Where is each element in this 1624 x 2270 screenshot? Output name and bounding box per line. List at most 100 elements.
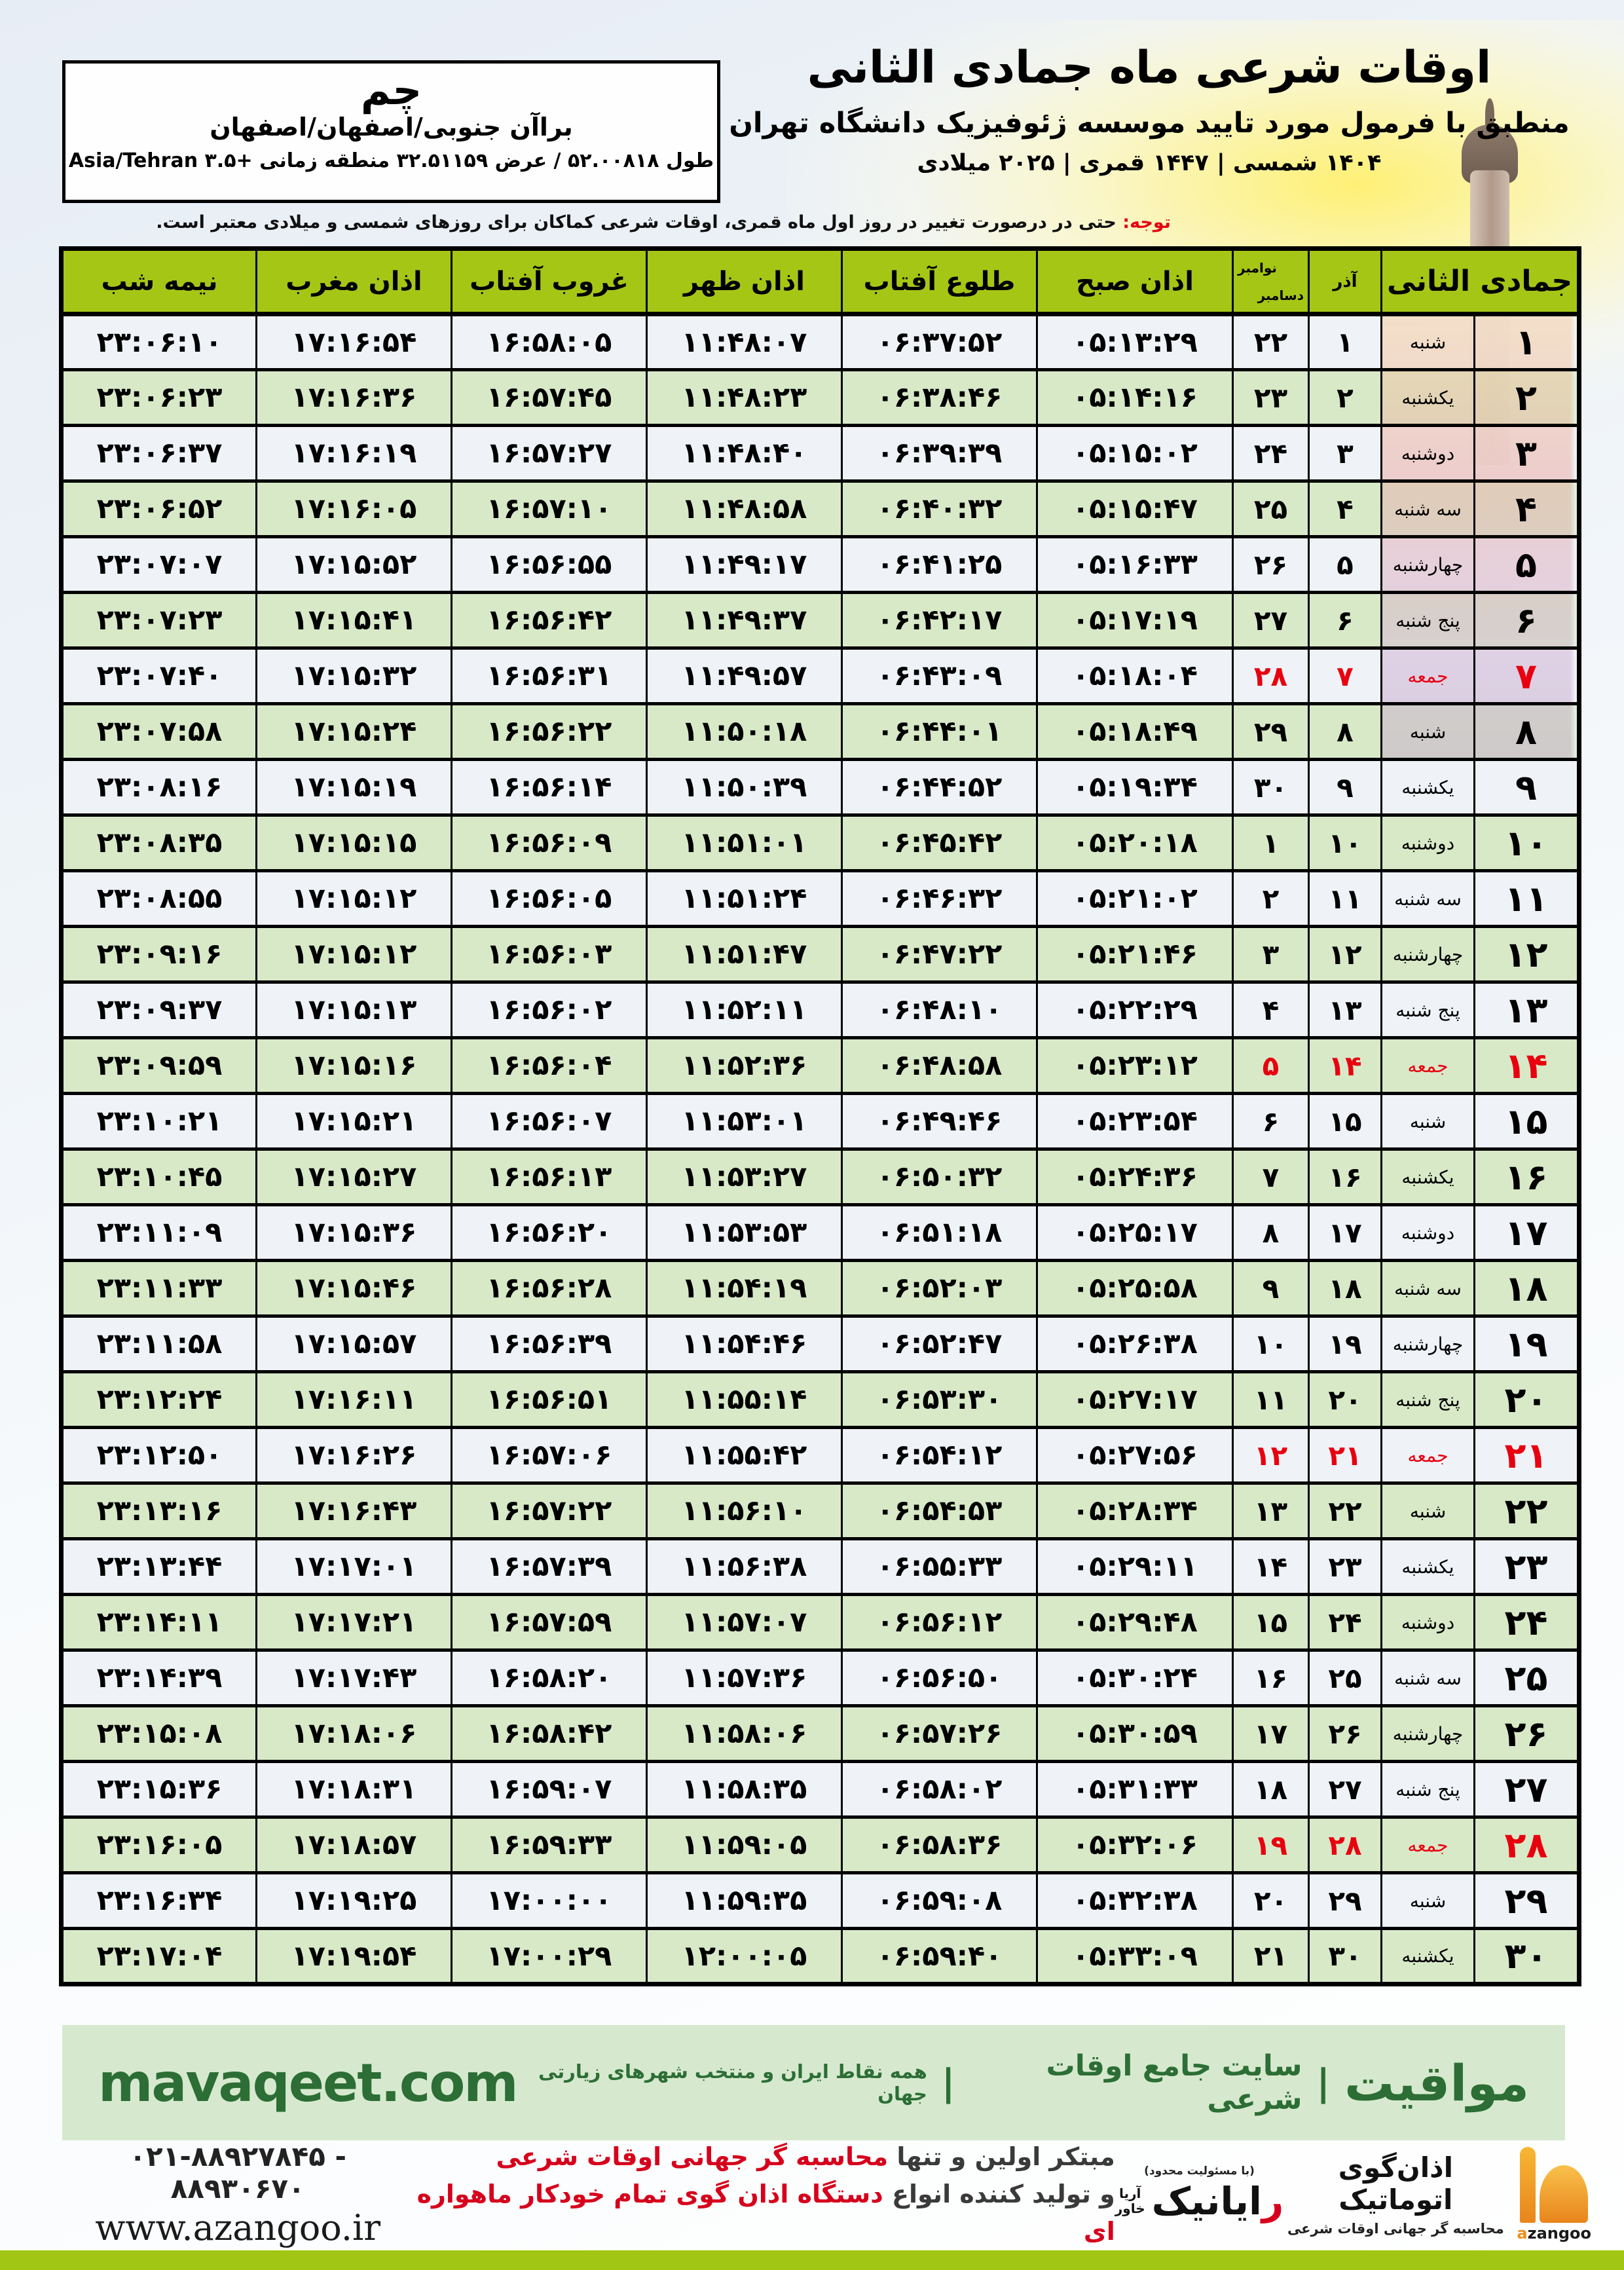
cell-azar-day: ۴ xyxy=(1308,479,1382,538)
cell-midnight: ۲۳:۰۸:۱۶ xyxy=(60,758,257,817)
cell-sunrise: ۰۶:۴۶:۳۲ xyxy=(841,869,1038,928)
cell-maghrib: ۱۷:۱۸:۰۶ xyxy=(255,1704,452,1763)
table-row: ۸ شنبه ۸ ۲۹ ۰۵:۱۸:۴۹ ۰۶:۴۴:۰۱ ۱۱:۵۰:۱۸ ۱۶:۵۶:۲۲… xyxy=(60,702,1581,761)
cell-dhuhr: ۱۱:۴۸:۵۸ xyxy=(646,479,843,538)
table-header-row: جمادی الثانی آذر نوامبر دسامبر اذان صبح … xyxy=(60,248,1581,316)
cell-midnight: ۲۳:۱۶:۰۵ xyxy=(60,1815,257,1874)
cell-sunset: ۱۶:۵۷:۵۹ xyxy=(451,1593,648,1652)
title-block: اوقات شرعی ماه جمادی الثانی منطبق با فرم… xyxy=(714,42,1585,176)
cell-sunset: ۱۶:۵۶:۰۷ xyxy=(451,1092,648,1151)
table-row: ۲۷ پنج شنبه ۲۷ ۱۸ ۰۵:۳۱:۳۳ ۰۶:۵۸:۰۲ ۱۱:۵۸:۳۵ ۱۶… xyxy=(60,1760,1581,1819)
table-body: ۱ شنبه ۱ ۲۲ ۰۵:۱۳:۲۹ ۰۶:۳۷:۵۲ ۱۱:۴۸:۰۷ ۱۶:۵۸:۰۵… xyxy=(60,312,1581,1986)
cell-novdec-day: ۱۳ xyxy=(1232,1481,1310,1540)
cell-weekday: یکشنبه xyxy=(1380,1147,1476,1206)
cell-azar-day: ۱۳ xyxy=(1308,980,1382,1039)
azangoo-website-link[interactable]: www.azangoo.ir xyxy=(95,2206,381,2248)
cell-maghrib: ۱۷:۱۵:۲۱ xyxy=(255,1092,452,1151)
cell-azar-day: ۱۹ xyxy=(1308,1314,1382,1373)
cell-sunset: ۱۶:۵۶:۴۲ xyxy=(451,591,648,650)
cell-sunset: ۱۶:۵۶:۱۴ xyxy=(451,758,648,817)
cell-maghrib: ۱۷:۱۵:۳۶ xyxy=(255,1203,452,1262)
cell-maghrib: ۱۷:۱۸:۳۱ xyxy=(255,1760,452,1819)
cell-jamadi-day: ۲۲ xyxy=(1473,1481,1581,1540)
maker-line1-red: محاسبه گر جهانی اوقات شرعی xyxy=(496,2142,889,2171)
cell-novdec-day: ۲۵ xyxy=(1232,479,1310,538)
page-title: اوقات شرعی ماه جمادی الثانی xyxy=(807,42,1492,94)
notice-line: توجه: حتی در درصورت تغییر در روز اول ماه… xyxy=(58,212,1171,233)
cell-fajr: ۰۵:۲۶:۳۸ xyxy=(1036,1314,1234,1373)
column-header-dhuhr: اذان ظهر xyxy=(646,248,843,316)
cell-dhuhr: ۱۱:۵۱:۲۴ xyxy=(646,869,843,928)
cell-novdec-day: ۱ xyxy=(1232,813,1310,872)
cell-maghrib: ۱۷:۱۷:۰۱ xyxy=(255,1537,452,1596)
cell-sunrise: ۰۶:۵۰:۳۲ xyxy=(841,1147,1038,1206)
azangoo-latin-rest: zangoo xyxy=(1527,2224,1591,2242)
cell-jamadi-day: ۵ xyxy=(1473,535,1581,594)
cell-maghrib: ۱۷:۱۵:۱۹ xyxy=(255,758,452,817)
cell-sunrise: ۰۶:۵۲:۰۳ xyxy=(841,1259,1038,1318)
cell-weekday: یکشنبه xyxy=(1380,758,1476,817)
table-row: ۲۴ دوشنبه ۲۴ ۱۵ ۰۵:۲۹:۴۸ ۰۶:۵۶:۱۲ ۱۱:۵۷:۰۷ ۱۶:۵… xyxy=(60,1593,1581,1652)
cell-sunrise: ۰۶:۴۸:۱۰ xyxy=(841,980,1038,1039)
cell-sunset: ۱۶:۵۶:۱۳ xyxy=(451,1147,648,1206)
cell-maghrib: ۱۷:۱۵:۱۶ xyxy=(255,1036,452,1095)
cell-dhuhr: ۱۱:۵۶:۳۸ xyxy=(646,1537,843,1596)
cell-sunrise: ۰۶:۴۴:۰۱ xyxy=(841,702,1038,761)
cell-midnight: ۲۳:۱۶:۳۴ xyxy=(60,1871,257,1930)
column-header-december: دسامبر xyxy=(1257,287,1304,303)
cell-azar-day: ۲۵ xyxy=(1308,1648,1382,1707)
rayanik-rest: ایانیک xyxy=(1151,2179,1262,2223)
rayanik-initial: ر xyxy=(1261,2179,1284,2223)
cell-fajr: ۰۵:۲۳:۵۴ xyxy=(1036,1092,1234,1151)
brand-separator: | xyxy=(941,2061,955,2104)
cell-dhuhr: ۱۱:۵۹:۳۵ xyxy=(646,1871,843,1930)
cell-jamadi-day: ۲۱ xyxy=(1473,1426,1581,1485)
cell-jamadi-day: ۲۴ xyxy=(1473,1593,1581,1652)
cell-azar-day: ۳۰ xyxy=(1308,1927,1382,1986)
cell-midnight: ۲۳:۱۱:۰۹ xyxy=(60,1203,257,1262)
rayanik-logo: (با مسئولیت محدود) رایانیک آریا خاور xyxy=(1115,2165,1284,2223)
cell-weekday: چهارشنبه xyxy=(1380,535,1476,594)
azangoo-title: اذان‌گوی اتوماتیک xyxy=(1338,2151,1454,2216)
cell-azar-day: ۲۳ xyxy=(1308,1537,1382,1596)
table-row: ۱۲ چهارشنبه ۱۲ ۳ ۰۵:۲۱:۴۶ ۰۶:۴۷:۲۲ ۱۱:۵۱:۴۷ ۱۶:… xyxy=(60,925,1581,984)
cell-dhuhr: ۱۱:۵۴:۱۹ xyxy=(646,1259,843,1318)
cell-sunset: ۱۶:۵۶:۵۵ xyxy=(451,535,648,594)
cell-jamadi-day: ۱۱ xyxy=(1473,869,1581,928)
cell-fajr: ۰۵:۲۲:۲۹ xyxy=(1036,980,1234,1039)
cell-weekday: چهارشنبه xyxy=(1380,925,1476,984)
rayanik-stack-bottom: خاور xyxy=(1115,2201,1145,2216)
cell-jamadi-day: ۲۰ xyxy=(1473,1370,1581,1429)
cell-azar-day: ۱۸ xyxy=(1308,1259,1382,1318)
azangoo-logo: azangoo اذان‌گوی اتوماتیک محاسبه گر جهان… xyxy=(1283,2146,1591,2242)
minaret-tip xyxy=(1485,98,1494,131)
mavaqeet-domain-link[interactable]: mavaqeet.com xyxy=(98,2052,519,2113)
cell-weekday: جمعه xyxy=(1380,1426,1476,1485)
cell-dhuhr: ۱۱:۵۷:۰۷ xyxy=(646,1593,843,1652)
cell-fajr: ۰۵:۲۱:۴۶ xyxy=(1036,925,1234,984)
cell-fajr: ۰۵:۱۵:۰۲ xyxy=(1036,424,1234,483)
cell-jamadi-day: ۲۶ xyxy=(1473,1704,1581,1763)
cell-weekday: دوشنبه xyxy=(1380,1203,1476,1262)
cell-maghrib: ۱۷:۱۶:۱۱ xyxy=(255,1370,452,1429)
cell-dhuhr: ۱۱:۵۱:۰۱ xyxy=(646,813,843,872)
cell-sunrise: ۰۶:۵۷:۲۶ xyxy=(841,1704,1038,1763)
cell-azar-day: ۷ xyxy=(1308,646,1382,705)
cell-jamadi-day: ۱ xyxy=(1473,312,1581,371)
azangoo-subtitle: محاسبه گر جهانی اوقات شرعی xyxy=(1287,2221,1504,2237)
cell-azar-day: ۱ xyxy=(1308,312,1382,371)
cell-sunset: ۱۶:۵۶:۵۱ xyxy=(451,1370,648,1429)
cell-weekday: یکشنبه xyxy=(1380,368,1476,427)
cell-maghrib: ۱۷:۱۵:۳۲ xyxy=(255,646,452,705)
cell-maghrib: ۱۷:۱۶:۰۵ xyxy=(255,479,452,538)
cell-azar-day: ۲۷ xyxy=(1308,1760,1382,1819)
cell-azar-day: ۲۱ xyxy=(1308,1426,1382,1485)
cell-novdec-day: ۲۱ xyxy=(1232,1927,1310,1986)
cell-sunrise: ۰۶:۴۲:۱۷ xyxy=(841,591,1038,650)
cell-maghrib: ۱۷:۱۵:۵۲ xyxy=(255,535,452,594)
cell-midnight: ۲۳:۰۸:۵۵ xyxy=(60,869,257,928)
table-row: ۱۵ شنبه ۱۵ ۶ ۰۵:۲۳:۵۴ ۰۶:۴۹:۴۶ ۱۱:۵۳:۰۱ ۱۶:۵۶:۰… xyxy=(60,1092,1581,1151)
cell-fajr: ۰۵:۲۱:۰۲ xyxy=(1036,869,1234,928)
table-row: ۲۶ چهارشنبه ۲۶ ۱۷ ۰۵:۳۰:۵۹ ۰۶:۵۷:۲۶ ۱۱:۵۸:۰۶ ۱۶… xyxy=(60,1704,1581,1763)
cell-azar-day: ۶ xyxy=(1308,591,1382,650)
